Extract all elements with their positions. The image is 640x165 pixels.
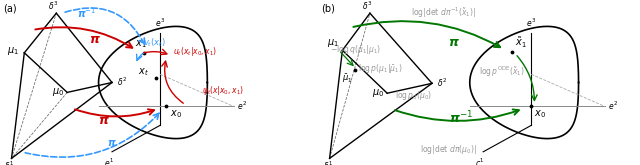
Text: $\delta^3$: $\delta^3$: [362, 0, 372, 12]
Text: $x_0$: $x_0$: [170, 108, 182, 120]
Text: $\log p^{\mathrm{ODE}}(\tilde{x}_1)$: $\log p^{\mathrm{ODE}}(\tilde{x}_1)$: [479, 65, 524, 79]
Text: $e^3$: $e^3$: [526, 16, 536, 29]
Text: $\delta^3$: $\delta^3$: [48, 0, 58, 12]
Text: $e^2$: $e^2$: [608, 99, 618, 112]
Text: $x_t$: $x_t$: [138, 66, 148, 78]
Text: $\boldsymbol{\pi}$: $\boldsymbol{\pi}$: [107, 138, 117, 148]
Text: $-\log q(\bar{\mu}_1|\mu_1)$: $-\log q(\bar{\mu}_1|\mu_1)$: [330, 43, 381, 56]
Text: $\delta^1$: $\delta^1$: [4, 160, 15, 165]
Text: (b): (b): [321, 3, 335, 13]
Text: $e^1$: $e^1$: [104, 157, 114, 165]
Text: $\mu_1$: $\mu_1$: [327, 37, 339, 49]
Text: $\log|\det\,d\pi(\mu_0)|$: $\log|\det\,d\pi(\mu_0)|$: [420, 143, 476, 156]
Text: $x_0$: $x_0$: [534, 108, 547, 120]
Text: $\delta^2$: $\delta^2$: [117, 75, 127, 88]
Text: $\mu_1$: $\mu_1$: [7, 45, 19, 57]
Text: $u_t(x_t|x_0,x_1)$: $u_t(x_t|x_0,x_1)$: [173, 46, 217, 58]
Text: $\boldsymbol{\pi}^{-1}$: $\boldsymbol{\pi}^{-1}$: [77, 7, 96, 20]
Text: $x_1$: $x_1$: [135, 38, 147, 50]
Text: $\mu_0$: $\mu_0$: [52, 86, 64, 98]
Text: $\psi_t(x|x_0,x_1)$: $\psi_t(x|x_0,x_1)$: [202, 83, 244, 97]
Text: $\boldsymbol{\pi}^{-1}$: $\boldsymbol{\pi}^{-1}$: [449, 110, 473, 126]
Text: $\boldsymbol{\pi}$: $\boldsymbol{\pi}$: [98, 114, 109, 127]
Text: $\tilde{x}_1$: $\tilde{x}_1$: [515, 36, 527, 50]
Text: $e^2$: $e^2$: [237, 99, 247, 112]
Text: $\mu_0$: $\mu_0$: [372, 87, 384, 99]
Text: $\log|\det\,d\pi^{-1}(\tilde{x}_1)|$: $\log|\det\,d\pi^{-1}(\tilde{x}_1)|$: [411, 6, 476, 20]
Text: $\boldsymbol{\pi}$: $\boldsymbol{\pi}$: [449, 36, 460, 49]
Text: $\log p_0(\mu_0)$: $\log p_0(\mu_0)$: [395, 89, 432, 102]
Text: $\delta^2$: $\delta^2$: [437, 76, 447, 89]
Text: $\delta^1$: $\delta^1$: [323, 160, 333, 165]
Text: $v_t(x_t)$: $v_t(x_t)$: [143, 36, 166, 49]
Text: $\boldsymbol{\pi}$: $\boldsymbol{\pi}$: [89, 33, 100, 46]
Text: $\bar{\mu}_1$: $\bar{\mu}_1$: [342, 72, 353, 85]
Text: (a): (a): [3, 3, 17, 13]
Text: $\log p(\mu_1|\bar{\mu}_1)$: $\log p(\mu_1|\bar{\mu}_1)$: [358, 62, 403, 75]
Text: $e^3$: $e^3$: [155, 16, 165, 29]
Text: $c^1$: $c^1$: [476, 157, 484, 165]
